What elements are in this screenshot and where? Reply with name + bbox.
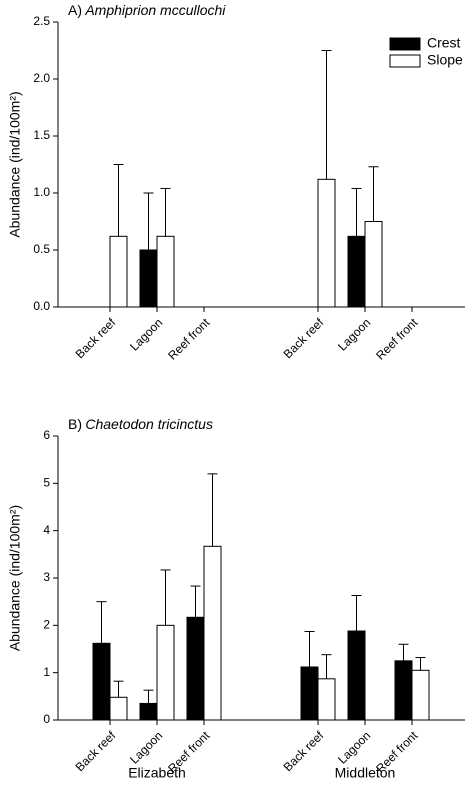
legend-swatch xyxy=(389,54,421,68)
x-tick-label: Back reef xyxy=(73,315,119,361)
group-label: Elizabeth xyxy=(128,765,186,781)
panel-label: A) xyxy=(68,2,82,18)
panel-label: B) xyxy=(68,416,82,432)
y-tick-label: 2 xyxy=(43,618,50,632)
x-tick-label: Back reef xyxy=(281,315,327,361)
y-tick-label: 1.5 xyxy=(33,128,50,142)
y-tick-label: 0.5 xyxy=(33,242,50,256)
bar xyxy=(156,235,175,308)
x-tick-label: Reef front xyxy=(165,315,213,363)
y-tick-label: 0 xyxy=(43,712,50,726)
y-tick-label: 2.0 xyxy=(33,71,50,85)
bar xyxy=(317,678,336,721)
legend-label: Slope xyxy=(427,52,463,68)
species-name: Chaetodon tricinctus xyxy=(85,416,213,432)
legend-swatch xyxy=(389,37,421,51)
x-tick-label: Lagoon xyxy=(127,315,165,353)
x-tick-label: Back reef xyxy=(73,728,119,774)
species-name: Amphiprion mccullochi xyxy=(84,2,226,18)
bar xyxy=(139,249,158,308)
bar xyxy=(92,642,111,721)
y-tick-label: 1 xyxy=(43,665,50,679)
chart-title: A) Amphiprion mccullochi xyxy=(68,2,226,18)
group-label: Middleton xyxy=(335,765,396,781)
bar xyxy=(347,235,366,308)
y-tick-label: 2.5 xyxy=(33,14,50,28)
y-axis-label: Abundance (ind/100m²) xyxy=(7,91,23,237)
bar xyxy=(203,545,222,721)
bar xyxy=(109,696,128,721)
y-tick-label: 4 xyxy=(43,523,50,537)
bar xyxy=(317,178,336,308)
bar xyxy=(139,702,158,721)
bar xyxy=(394,660,413,721)
x-tick-label: Lagoon xyxy=(127,728,165,766)
bar xyxy=(186,616,205,721)
bar xyxy=(411,669,430,721)
bar xyxy=(300,666,319,721)
bar xyxy=(347,630,366,721)
y-axis-label: Abundance (ind/100m²) xyxy=(7,505,23,651)
bar xyxy=(156,624,175,721)
chart-title: B) Chaetodon tricinctus xyxy=(68,416,213,432)
x-tick-label: Lagoon xyxy=(335,728,373,766)
y-tick-label: 6 xyxy=(43,428,50,442)
bar xyxy=(109,235,128,308)
x-tick-label: Lagoon xyxy=(335,315,373,353)
y-tick-label: 1.0 xyxy=(33,185,50,199)
legend-label: Crest xyxy=(427,35,461,51)
y-tick-label: 3 xyxy=(43,570,50,584)
bar xyxy=(364,221,383,308)
x-tick-label: Back reef xyxy=(281,728,327,774)
y-tick-label: 5 xyxy=(43,476,50,490)
x-tick-label: Reef front xyxy=(373,315,421,363)
y-tick-label: 0.0 xyxy=(33,299,50,313)
